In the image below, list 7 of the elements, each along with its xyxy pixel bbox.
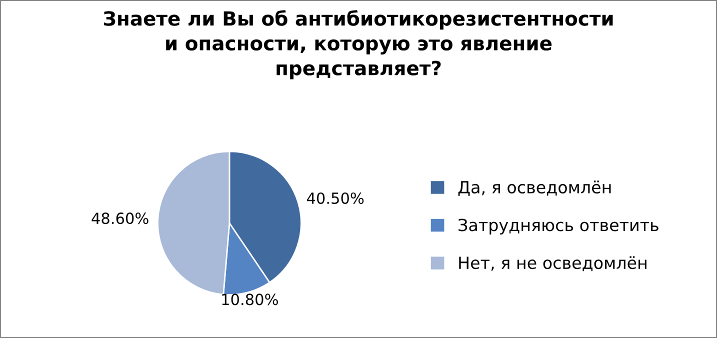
legend-label: Нет, я не осведомлён: [459, 256, 646, 272]
data-label: 48.60%: [92, 212, 148, 224]
chart-title: Знаете ли Вы об антибиотикорезистентности и опасности, которую это явление представляет?: [104, 10, 613, 80]
legend-label: Затрудняюсь ответить: [458, 218, 658, 235]
data-label: 40.50%: [306, 192, 364, 204]
legend-label: Да, я осведомлён: [458, 180, 611, 196]
data-label: 10.80%: [222, 294, 278, 306]
